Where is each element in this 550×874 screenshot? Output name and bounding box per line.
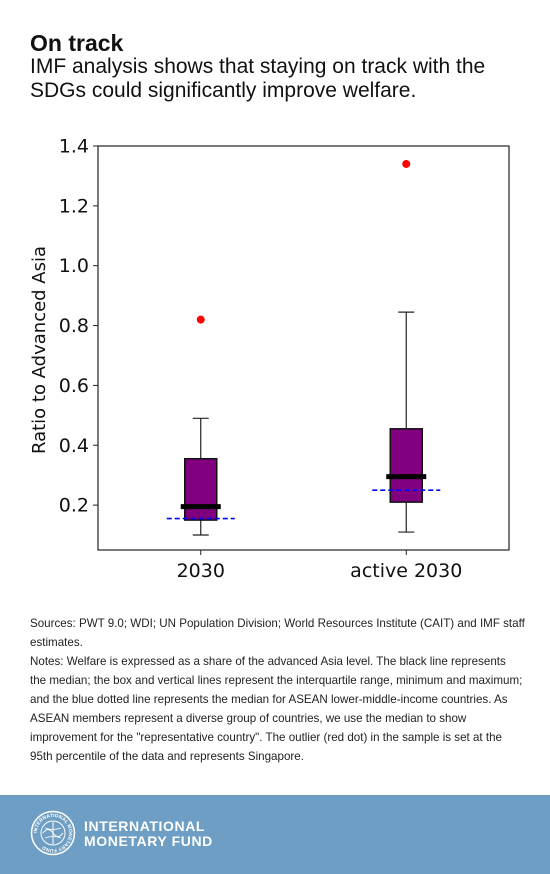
y-tick-label: 0.4 bbox=[59, 435, 89, 457]
imf-wordmark: INTERNATIONAL MONETARY FUND bbox=[84, 819, 213, 849]
plot-frame bbox=[97, 145, 510, 551]
imf-footer: INTERNATIONAL MONETARY FUND INTERNATIONA… bbox=[0, 795, 550, 874]
y-tick-label: 1.2 bbox=[59, 195, 89, 217]
y-tick-label: 0.2 bbox=[59, 495, 89, 517]
imf-wordmark-line1: INTERNATIONAL bbox=[84, 818, 206, 834]
outlier-point bbox=[402, 159, 411, 168]
notes-text: Notes: Welfare is expressed as a share o… bbox=[30, 655, 523, 763]
imf-seal-icon: INTERNATIONAL MONETARY FUND bbox=[30, 810, 76, 856]
boxplot-chart: 0.2 0.4 0.6 0.8 1.0 1.2 1.4 Ratio to Advanced A… bbox=[29, 136, 510, 582]
chart-title: On track bbox=[30, 30, 124, 56]
y-tick-label: 1.4 bbox=[59, 136, 89, 158]
chart-subtitle: IMF analysis shows that staying on track… bbox=[30, 55, 486, 102]
y-axis-label: Ratio to Advanced Asia bbox=[29, 246, 50, 454]
sources-text: Sources: PWT 9.0; WDI; UN Population Div… bbox=[30, 617, 525, 649]
y-tick-label: 0.6 bbox=[59, 375, 89, 397]
chart-notes: Sources: PWT 9.0; WDI; UN Population Div… bbox=[30, 614, 525, 766]
outlier-point bbox=[196, 315, 205, 324]
iqr-box bbox=[389, 428, 423, 503]
iqr-box bbox=[184, 457, 218, 521]
y-tick-label: 0.8 bbox=[59, 315, 89, 337]
imf-wordmark-line2: MONETARY FUND bbox=[84, 833, 213, 849]
x-tick-label: 2030 bbox=[177, 560, 225, 582]
y-tick-label: 1.0 bbox=[59, 255, 89, 277]
x-tick-label: active 2030 bbox=[350, 560, 462, 582]
